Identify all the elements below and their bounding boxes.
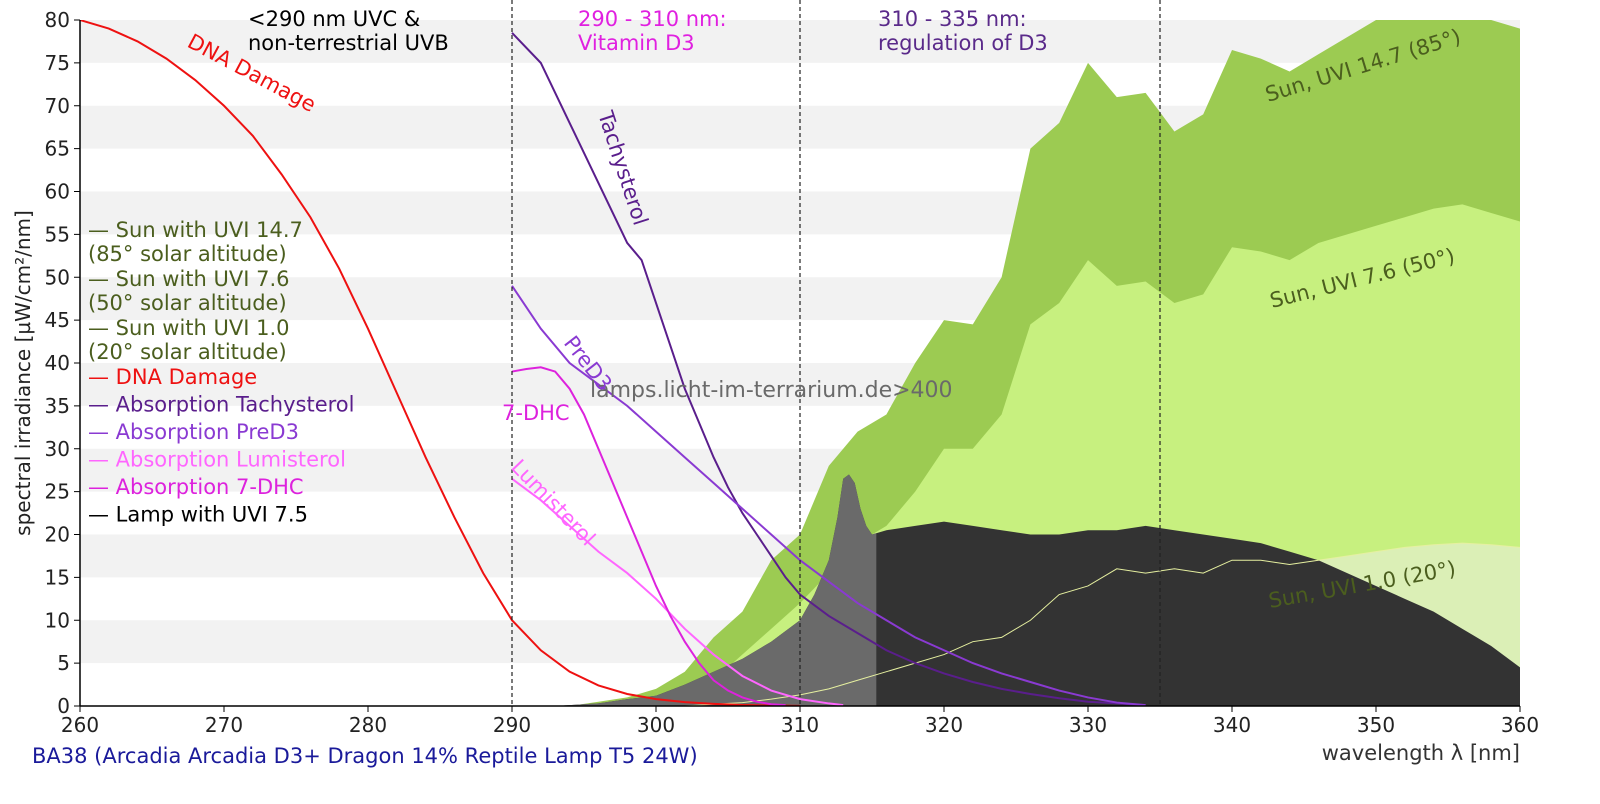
plot-area [80,20,1520,706]
x-tick-label: 290 [493,713,531,737]
y-tick-label: 40 [45,351,70,375]
y-tick-label: 45 [45,308,70,332]
region-label: regulation of D3 [878,31,1048,55]
legend-text: — DNA Damage [88,365,257,389]
region-label: 310 - 335 nm: [878,7,1027,31]
legend-item: — Sun with UVI 14.7 (85° solar altitude) [88,218,303,266]
x-tick-label: 310 [781,713,819,737]
x-tick-label: 320 [925,713,963,737]
legend-text: (50° solar altitude) [88,291,287,315]
y-tick-label: 50 [45,265,70,289]
watermark-text: lamps.licht-im-terrarium.de>400 [590,378,953,403]
region-label: <290 nm UVC & [248,7,420,31]
y-tick-label: 75 [45,51,70,75]
y-tick-label: 20 [45,523,70,547]
y-tick-label: 15 [45,565,70,589]
line-sun-uvi-1-outline [684,542,1520,706]
y-tick-label: 10 [45,608,70,632]
legend-item: — Absorption PreD3 [88,420,299,444]
legend-item: — Lamp with UVI 7.5 [88,503,308,527]
x-tick-label: 360 [1501,713,1539,737]
y-tick-label: 0 [57,694,70,718]
legend-item: — Absorption Tachysterol [88,393,354,417]
y-tick-label: 35 [45,394,70,418]
series-label: 7-DHC [502,401,570,425]
legend-text: — Absorption Lumisterol [88,448,346,472]
y-tick-label: 65 [45,137,70,161]
x-tick-label: 260 [61,713,99,737]
y-tick-label: 80 [45,8,70,32]
line-absorption-pred3 [511,285,1146,706]
line-dna-damage [80,20,801,706]
legend-item: — Absorption 7-DHC [88,475,304,499]
y-tick-label: 60 [45,180,70,204]
y-tick-label: 5 [57,651,70,675]
legend-text: (20° solar altitude) [88,340,287,364]
legend-item: — Sun with UVI 1.0 (20° solar altitude) [88,316,290,364]
x-tick-label: 300 [637,713,675,737]
legend-item: — Absorption Lumisterol [88,448,346,472]
legend-text: — Sun with UVI 7.6 [88,267,290,291]
legend-text: — Sun with UVI 1.0 [88,316,290,340]
legend-text: — Absorption PreD3 [88,420,299,444]
legend-text: — Absorption 7-DHC [88,475,304,499]
legend-text: — Sun with UVI 14.7 [88,218,303,242]
x-axis-label: wavelength λ [nm] [1322,741,1520,765]
x-tick-label: 350 [1357,713,1395,737]
legend-item: — Sun with UVI 7.6 (50° solar altitude) [88,267,290,315]
y-tick-label: 55 [45,222,70,246]
legend-text: (85° solar altitude) [88,242,287,266]
grid-band [80,20,1520,63]
line-absorption-tachysterol [511,32,1146,706]
y-tick-label: 70 [45,94,70,118]
region-label: 290 - 310 nm: [578,7,727,31]
legend-item: — DNA Damage [88,365,257,389]
x-tick-label: 270 [205,713,243,737]
line-absorption-7-dhc [511,366,786,706]
line-absorption-lumisterol [511,477,844,706]
y-tick-label: 25 [45,480,70,504]
legend-text: — Absorption Tachysterol [88,393,354,417]
x-tick-label: 330 [1069,713,1107,737]
x-tick-label: 280 [349,713,387,737]
area-lamp-uvb-part [555,474,877,706]
region-label: Vitamin D3 [578,31,695,55]
y-tick-label: 30 [45,437,70,461]
chart-caption: BA38 (Arcadia Arcadia D3+ Dragon 14% Rep… [32,744,698,768]
region-label: non-terrestrial UVB [248,31,449,55]
x-tick-label: 340 [1213,713,1251,737]
y-axis-label: spectral irradiance [µW/cm²/nm] [11,210,35,536]
legend-text: — Lamp with UVI 7.5 [88,503,308,527]
